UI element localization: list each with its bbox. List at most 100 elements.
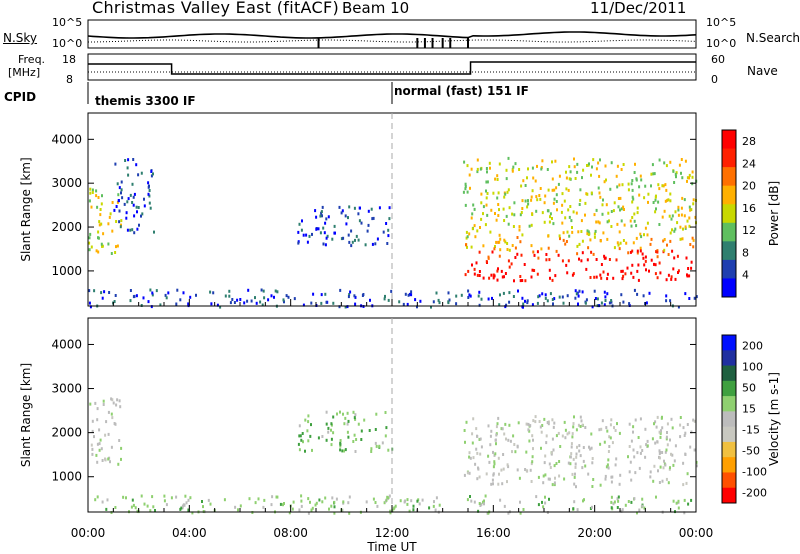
velocity-cell-2-146 <box>666 422 669 426</box>
power-cell-4-296 <box>479 167 482 171</box>
power-cell-3-75 <box>565 240 568 243</box>
power-cell-4-287 <box>551 188 554 192</box>
velocity-cell-2-233 <box>661 479 664 483</box>
velocity-cell-3-198 <box>610 506 613 510</box>
power-cell-4-271 <box>675 175 677 179</box>
velocity-cell-2-174 <box>488 460 491 464</box>
velocity-cell-2-229 <box>501 427 504 431</box>
power-cell-5-166 <box>236 298 239 302</box>
velocity-cell-3-139 <box>187 508 190 512</box>
power-cell-5-91 <box>585 298 588 302</box>
power-cell-5-186 <box>447 300 450 304</box>
power-cell-5-49 <box>594 297 597 300</box>
power-cell-3-120 <box>663 248 666 252</box>
power-cell-2-3 <box>326 234 329 238</box>
power-cell-5-84 <box>151 293 154 297</box>
velocity-cell-2-301 <box>658 430 661 434</box>
velocity-cell-2-250 <box>613 426 615 430</box>
power-cell-4-128 <box>597 161 600 165</box>
velocity-cell-2-144 <box>591 485 594 488</box>
power-cell-5-23 <box>591 305 594 309</box>
power-cell-3-104 <box>639 249 642 253</box>
velocity-cell-2-225 <box>644 455 647 459</box>
power-cell-1-26 <box>127 158 130 162</box>
velocity-cell-2-273 <box>619 473 622 477</box>
power-cell-2-37 <box>360 221 363 225</box>
velocity-cell-2-100 <box>558 460 561 463</box>
velocity-cell-2-266 <box>475 447 478 451</box>
velocity-cell-2-322 <box>653 464 656 468</box>
power-cell-4-278 <box>638 185 641 189</box>
power-cell-5-168 <box>100 291 103 295</box>
power-cell-5-180 <box>584 301 587 305</box>
velocity-cell-3-169 <box>307 497 310 501</box>
power-cell-5-178 <box>552 302 554 306</box>
velocity-cell-3-94 <box>672 499 675 503</box>
velocity-cell-2-105 <box>512 434 515 438</box>
power-cell-4-108 <box>658 158 661 162</box>
velocity-cell-1-5 <box>346 422 349 426</box>
power-cell-4-338 <box>518 225 521 229</box>
power-cell-4-290 <box>629 219 632 223</box>
power-cell-0-34 <box>88 236 91 240</box>
power-cell-4-315 <box>599 158 601 162</box>
power-cell-1-33 <box>119 225 122 229</box>
power-cell-2-25 <box>366 229 369 233</box>
velocity-cell-0-24 <box>98 428 101 432</box>
power-cell-5-210 <box>606 292 609 296</box>
velocity-cell-2-176 <box>531 455 534 459</box>
velocity-cell-2-166 <box>604 474 607 478</box>
power-cell-1-25 <box>115 205 118 208</box>
power-cell-5-25 <box>267 298 270 302</box>
power-cell-3-176 <box>589 276 592 279</box>
velocity-cell-2-264 <box>529 424 532 428</box>
velocity-cell-2-298 <box>639 451 642 455</box>
velocity-cell-1-66 <box>306 429 309 433</box>
power-cell-2-75 <box>354 238 356 242</box>
velocity-cell-3-182 <box>114 506 117 509</box>
velocity-cell-3-72 <box>477 509 480 513</box>
power-cell-3-136 <box>677 269 680 273</box>
power-cell-2-44 <box>315 227 318 231</box>
velocity-cell-1-11 <box>299 434 302 438</box>
velocity-cell-3-171 <box>324 496 327 500</box>
power-cell-2-8 <box>341 209 344 213</box>
velocity-cell-0-41 <box>111 416 114 420</box>
nsky-tick-high: 10^5 <box>52 16 83 29</box>
velocity-cell-1-58 <box>347 435 350 439</box>
velocity-cell-3-209 <box>590 505 593 509</box>
power-cell-3-165 <box>600 276 603 280</box>
power-cell-3-143 <box>503 238 506 242</box>
velocity-cell-0-4 <box>99 438 102 442</box>
power-cell-5-151 <box>88 289 91 293</box>
power-cell-5-130 <box>504 305 507 309</box>
velocity-cell-2-24 <box>575 428 578 432</box>
power-cell-3-39 <box>494 245 496 248</box>
freq-label-2: [MHz] <box>8 66 41 79</box>
power-cell-5-160 <box>610 299 613 302</box>
power-cell-1-50 <box>133 231 136 235</box>
velocity-cell-2-119 <box>571 432 574 436</box>
velocity-cell-3-46 <box>399 499 402 503</box>
power-cell-4-252 <box>480 201 483 205</box>
power-cell-5-103 <box>648 291 651 295</box>
velocity-cell-2-90 <box>532 447 534 451</box>
power-cell-3-49 <box>519 240 522 244</box>
velocity-cell-0-40 <box>107 410 110 414</box>
power-cell-4-292 <box>504 192 507 196</box>
power-cell-3-105 <box>674 277 677 281</box>
velocity-cell-1-35 <box>321 435 324 438</box>
velocity-cell-0-11 <box>94 401 97 405</box>
velocity-cell-3-146 <box>416 499 419 503</box>
power-cell-4-208 <box>575 211 578 215</box>
power-cell-5-204 <box>338 305 341 309</box>
velocity-cell-2-226 <box>599 483 602 487</box>
velocity-cell-0-9 <box>107 432 110 436</box>
power-cell-0-39 <box>111 229 114 233</box>
power-cell-2-17 <box>374 242 377 246</box>
power-cell-0-11 <box>89 187 92 191</box>
power-cell-4-173 <box>631 179 634 182</box>
power-cell-4-164 <box>688 224 691 228</box>
velocity-cell-2-319 <box>610 475 613 479</box>
velocity-cell-3-9 <box>163 494 166 498</box>
